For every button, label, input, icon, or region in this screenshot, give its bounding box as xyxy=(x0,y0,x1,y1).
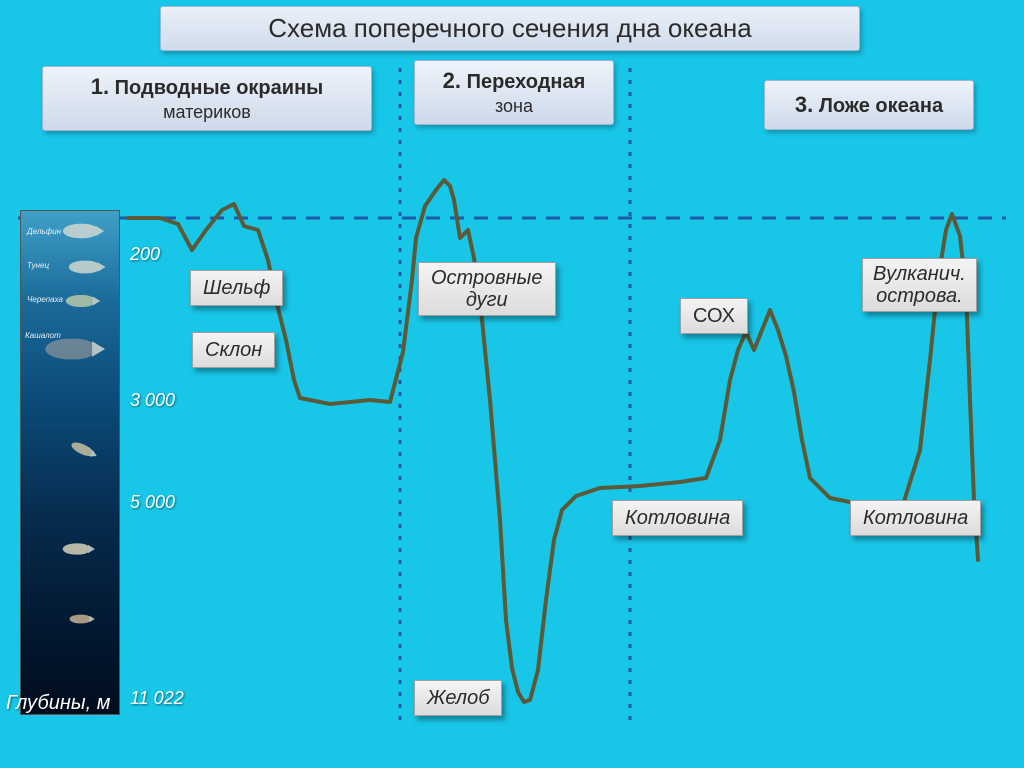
fauna-label: Дельфин xyxy=(27,227,61,236)
zone-2-box: 2. Переходная зона xyxy=(414,60,614,125)
zone-2-num: 2. xyxy=(443,68,461,93)
slope-label: Склон xyxy=(192,332,275,368)
shelf-label: Шельф xyxy=(190,270,283,306)
trench-label: Желоб xyxy=(414,680,502,716)
dolphin-icon xyxy=(63,224,97,238)
arcs-line1: Островные xyxy=(431,267,543,289)
diagram-title: Схема поперечного сечения дна океана xyxy=(160,6,860,51)
fauna-label: Тунец xyxy=(27,261,49,270)
squid-icon xyxy=(70,440,95,458)
depth-fauna-column: Дельфин Тунец Черепаха Кашалот xyxy=(20,210,120,715)
fauna-label: Кашалот xyxy=(25,331,61,340)
zone-3-box: 3. Ложе океана xyxy=(764,80,974,130)
whale-icon xyxy=(45,339,94,360)
zone-1-box: 1. Подводные окраины материков xyxy=(42,66,372,131)
arcs-line2: дуги xyxy=(466,289,508,311)
zone-2-main: Переходная xyxy=(461,71,585,93)
depth-tick-200: 200 xyxy=(130,244,160,265)
tuna-icon xyxy=(69,261,99,274)
zone-1-sub: материков xyxy=(55,101,359,124)
zone-1-num: 1. xyxy=(91,74,109,99)
anglerfish-icon xyxy=(70,615,91,624)
depth-tick-5000: 5 000 xyxy=(130,492,175,513)
basin-2-label: Котловина xyxy=(850,500,981,536)
mor-label: СОХ xyxy=(680,298,748,334)
basin-1-label: Котловина xyxy=(612,500,743,536)
zone-3-num: 3. xyxy=(795,92,813,117)
fauna-label: Черепаха xyxy=(27,295,63,304)
depth-tick-11022: 11 022 xyxy=(130,688,184,709)
volc-line1: Вулканич. xyxy=(873,263,966,285)
island-arcs-label: Островные дуги xyxy=(418,262,556,316)
volcanic-islands-label: Вулканич. острова. xyxy=(862,258,977,312)
deep-fish-icon xyxy=(63,543,90,554)
zone-3-main: Ложе океана xyxy=(813,95,943,117)
volc-line2: острова. xyxy=(876,285,962,307)
depth-axis-caption: Глубины, м xyxy=(6,692,110,715)
depth-tick-3000: 3 000 xyxy=(130,390,175,411)
turtle-icon xyxy=(66,295,95,307)
zone-2-sub: зона xyxy=(427,95,601,118)
zone-1-main: Подводные окраины xyxy=(109,77,323,99)
